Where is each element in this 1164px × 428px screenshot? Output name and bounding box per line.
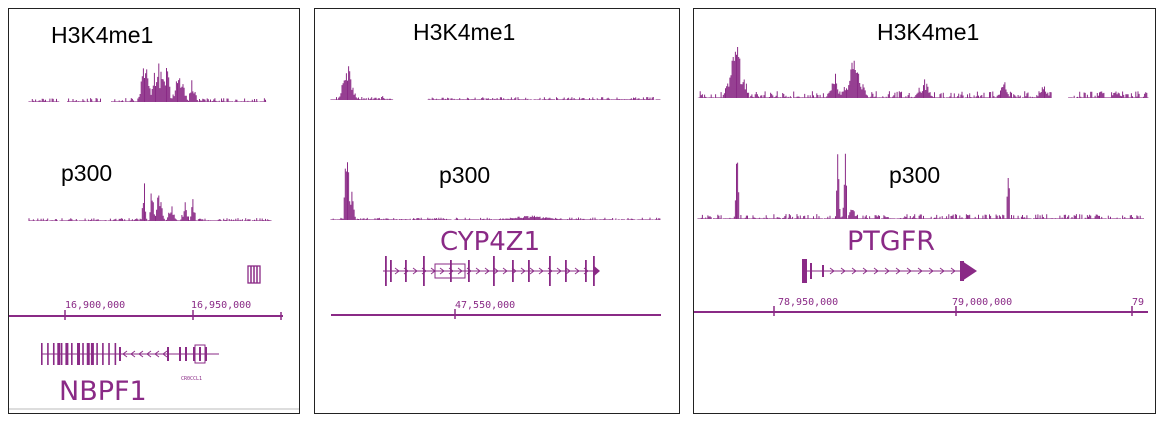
h3k4me1-track-3	[697, 47, 1149, 98]
h3k4me1-label: H3K4me1	[51, 22, 154, 48]
small-gene-label: CR0CCL1	[181, 376, 203, 382]
h3k4me1-label: H3K4me1	[413, 19, 516, 45]
small-gene-model	[247, 265, 261, 284]
ptgfr-gene-model	[802, 259, 977, 283]
gene-name: PTGFR	[847, 226, 935, 257]
p300-label: p300	[439, 162, 491, 188]
cyp4z1-gene-model	[383, 256, 600, 286]
p300-label: p300	[61, 160, 113, 186]
coordinate-label: 16,900,000	[65, 300, 126, 311]
p300-track-1	[28, 183, 272, 221]
coordinate-ruler	[331, 309, 661, 319]
genome-panel-ptgfr: H3K4me1 p300 PTGFR 78,950,000 79,000,000…	[693, 8, 1156, 414]
coordinate-label: 79,000,000	[952, 297, 1013, 308]
h3k4me1-track-2	[330, 66, 661, 100]
panel-1-graphics	[9, 63, 299, 410]
genome-panel-nbpf1: H3K4me1 p300 16,900,000 16,950,000 CR0CC…	[8, 8, 300, 414]
coordinate-ruler	[9, 310, 283, 320]
coordinate-ruler	[694, 306, 1148, 316]
p300-track-3	[697, 153, 1144, 219]
p300-track-2	[330, 162, 661, 220]
panel-3-graphics	[694, 47, 1149, 316]
h3k4me1-track-1	[28, 63, 268, 102]
h3k4me1-label: H3K4me1	[877, 19, 980, 45]
p300-label: p300	[889, 162, 941, 188]
gene-name: NBPF1	[59, 376, 147, 407]
coordinate-label: 47,550,000	[455, 300, 516, 311]
panel-2-graphics	[330, 66, 661, 319]
coordinate-label: 78,950,000	[778, 297, 839, 308]
nbpf1-gene-model	[41, 343, 219, 365]
genome-panel-cyp4z1: H3K4me1 p300 CYP4Z1 47,550,000	[314, 8, 680, 414]
coordinate-label: 79	[1132, 297, 1145, 308]
gene-name: CYP4Z1	[440, 227, 541, 257]
coordinate-label: 16,950,000	[191, 300, 252, 311]
